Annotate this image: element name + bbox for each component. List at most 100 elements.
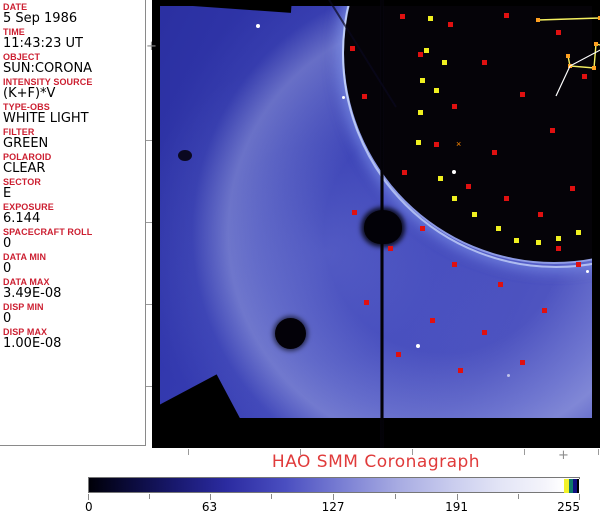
colorbar-minor-tick <box>271 494 273 499</box>
colorbar-gradient <box>88 477 582 493</box>
metadata-key: DATA MIN <box>3 252 47 262</box>
star-marker-red <box>452 104 457 109</box>
star-marker-yellow <box>472 212 477 217</box>
axis-tick-left <box>146 386 152 387</box>
metadata-item: FILTER GREEN <box>3 127 145 151</box>
metadata-value: 3.49E-08 <box>3 286 62 301</box>
metadata-value: 6.144 <box>3 211 41 226</box>
metadata-item: INTENSITY SOURCE (K+F)*V <box>3 77 145 101</box>
star-marker-red <box>448 22 453 27</box>
star-marker-red <box>504 13 509 18</box>
star-marker-cross: × <box>456 139 462 149</box>
colorbar-major-tick <box>579 494 580 500</box>
star-marker-yellow <box>424 48 429 53</box>
axis-tick-left <box>146 140 152 141</box>
star-marker-red <box>434 142 439 147</box>
metadata-value: 5 Sep 1986 <box>3 11 78 26</box>
axis-tick-bottom <box>412 449 413 455</box>
figure-caption: HAO SMM Coronagraph <box>271 452 481 472</box>
metadata-value: 0 <box>3 261 12 276</box>
star-marker-yellow <box>556 236 561 241</box>
frame-edge-right <box>592 0 600 448</box>
star-marker-yellow <box>496 226 501 231</box>
star-marker-red <box>350 46 355 51</box>
star-marker-red <box>538 212 543 217</box>
metadata-item: EXPOSURE 6.144 <box>3 202 145 226</box>
metadata-key: FILTER <box>3 127 35 137</box>
star-marker-red <box>498 282 503 287</box>
metadata-value: CLEAR <box>3 161 46 176</box>
colorbar-end-band <box>564 479 570 493</box>
star-marker-red <box>582 74 587 79</box>
star-marker-yellow <box>514 238 519 243</box>
bright-star <box>342 96 345 99</box>
metadata-value: WHITE LIGHT <box>3 111 89 126</box>
star-marker-yellow <box>420 78 425 83</box>
axis-tick-left <box>146 222 152 223</box>
central-occulter <box>364 210 402 244</box>
axis-tick-bottom <box>524 449 525 455</box>
colorbar-end-band <box>569 479 574 493</box>
star-marker-red <box>352 210 357 215</box>
star-marker-yellow <box>442 60 447 65</box>
metadata-panel: DATE 5 Sep 1986 TIME 11:43:23 UT OBJECT SUN:C… <box>0 0 146 446</box>
star-marker-red <box>364 300 369 305</box>
metadata-key: TYPE-OBS <box>3 102 50 112</box>
star-marker-red <box>400 14 405 19</box>
star-marker-red <box>492 150 497 155</box>
bright-star <box>586 270 589 273</box>
star-marker-red <box>396 352 401 357</box>
colorbar-minor-tick <box>518 494 520 499</box>
crosshair-marker-left: + <box>146 39 157 54</box>
colorbar-major-tick <box>209 494 211 500</box>
metadata-key: POLAROID <box>3 152 52 162</box>
colorbar-ticks <box>88 494 580 502</box>
metadata-value: 11:43:23 UT <box>3 36 83 51</box>
colorbar[interactable]: 0 63 127 191 255 <box>85 477 582 514</box>
metadata-item: POLAROID CLEAR <box>3 152 145 176</box>
metadata-value: E <box>3 186 12 201</box>
crosshair-marker-bottom: + <box>558 448 569 463</box>
dust-spot-left <box>178 150 192 161</box>
star-marker-yellow <box>428 16 433 21</box>
axis-tick-bottom <box>188 449 189 455</box>
metadata-key: DATA MAX <box>3 277 50 287</box>
star-marker-yellow <box>434 88 439 93</box>
star-marker-yellow <box>418 110 423 115</box>
star-marker-red <box>402 170 407 175</box>
star-marker-yellow <box>416 140 421 145</box>
metadata-key: DATE <box>3 2 28 12</box>
axis-tick-bottom <box>300 449 301 455</box>
coronagraph-image[interactable]: × + <box>152 0 600 448</box>
colorbar-major-tick <box>88 494 89 500</box>
metadata-item: SECTOR E <box>3 177 145 201</box>
star-marker-yellow <box>438 176 443 181</box>
bright-star <box>507 374 510 377</box>
star-marker-red <box>570 186 575 191</box>
metadata-item: DATE 5 Sep 1986 <box>3 2 145 26</box>
occulter-spot-lower-left <box>275 318 306 349</box>
metadata-key: DISP MAX <box>3 327 48 337</box>
star-marker-red <box>482 60 487 65</box>
star-marker-red <box>556 246 561 251</box>
metadata-item: OBJECT SUN:CORONA <box>3 52 145 76</box>
metadata-key: OBJECT <box>3 52 41 62</box>
metadata-key: INTENSITY SOURCE <box>3 77 93 87</box>
metadata-item: DATA MIN 0 <box>3 252 145 276</box>
colorbar-end-band <box>573 479 578 493</box>
metadata-key: SECTOR <box>3 177 41 187</box>
star-marker-red <box>452 262 457 267</box>
corona-field: × + <box>152 0 600 448</box>
star-marker-red <box>504 196 509 201</box>
colorbar-tick-label: 127 <box>321 500 345 514</box>
colorbar-tick-label: 0 <box>85 500 93 514</box>
star-marker-red <box>420 226 425 231</box>
metadata-item: DISP MIN 0 <box>3 302 145 326</box>
star-marker-red <box>362 94 367 99</box>
star-marker-red <box>576 262 581 267</box>
metadata-key: DISP MIN <box>3 302 44 312</box>
metadata-value: 1.00E-08 <box>3 336 62 351</box>
metadata-key: SPACECRAFT ROLL <box>3 227 93 237</box>
star-marker-red <box>556 30 561 35</box>
